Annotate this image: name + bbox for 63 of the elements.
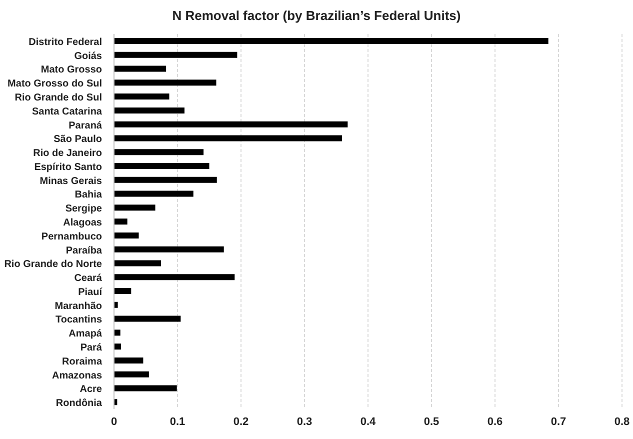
y-tick-label: Rondônia (56, 398, 102, 410)
bar (114, 246, 224, 252)
y-tick-label: São Paulo (54, 134, 102, 146)
bar (114, 94, 170, 100)
y-tick-label: Pará (80, 342, 102, 354)
bar (114, 107, 184, 114)
y-tick-label: Minas Gerais (40, 176, 102, 187)
x-tick-label: 0.1 (170, 416, 186, 428)
y-tick-label: Piauí (78, 286, 104, 298)
bar (114, 385, 177, 392)
bar (114, 371, 149, 378)
bar (114, 163, 210, 169)
y-tick-label: Maranhão (54, 300, 102, 312)
x-tick-label: 0 (110, 416, 118, 428)
y-tick-label: Rio Grande do Norte (4, 259, 102, 270)
y-tick-label: Acre (80, 384, 102, 396)
y-tick-label: Amapá (68, 328, 102, 340)
bar (114, 316, 181, 322)
y-tick-label: Roraima (62, 356, 102, 368)
x-tick-label: 0.3 (296, 416, 312, 428)
y-tick-label: Paraíba (66, 245, 102, 256)
bar (114, 52, 238, 58)
bar (114, 302, 118, 308)
y-tick-label: Goiás (74, 50, 102, 62)
x-tick-label: 0.2 (233, 416, 249, 428)
y-tick-label: Rio Grande do Sul (14, 92, 102, 104)
x-tick-label: 0.8 (614, 416, 630, 428)
bar (114, 330, 120, 336)
y-tick-label: Paraná (68, 120, 102, 132)
x-tick-label: 0.7 (550, 416, 566, 428)
y-tick-label: Ceará (74, 273, 102, 284)
y-tick-label: Tocantins (56, 314, 102, 326)
bar (114, 274, 235, 280)
bar (114, 190, 194, 197)
y-tick-label: Santa Catarina (32, 106, 102, 118)
bar (114, 38, 548, 44)
y-tick-label: Espírito Santo (34, 162, 102, 173)
x-tick-label: 0.6 (487, 416, 503, 428)
chart-title: N Removal factor (by Brazilian’s Federal Units) (171, 8, 462, 23)
y-tick-label: Mato Grosso (40, 64, 102, 76)
bar (114, 176, 217, 183)
x-tick-label: 0.4 (360, 416, 377, 428)
y-tick-label: Pernambuco (41, 231, 102, 242)
x-tick-label: 0.5 (424, 416, 440, 428)
bar (114, 260, 161, 266)
bar (114, 135, 342, 142)
bar (114, 80, 216, 86)
bar (114, 149, 204, 156)
y-tick-label: Sergipe (65, 204, 102, 215)
y-tick-label: Alagoas (63, 218, 102, 228)
y-tick-label: Rio de Janeiro (33, 148, 102, 160)
bar (114, 357, 144, 364)
bar (114, 66, 166, 72)
y-tick-label: Bahia (74, 190, 102, 201)
bar (114, 121, 348, 128)
y-tick-label: Mato Grosso do Sul (8, 78, 102, 90)
bar (114, 232, 139, 238)
bar (114, 344, 121, 350)
bar (114, 204, 156, 211)
bar (114, 288, 132, 294)
y-tick-label: Amazonas (52, 370, 102, 382)
bar (114, 218, 128, 225)
y-tick-label: Distrito Federal (28, 36, 102, 48)
